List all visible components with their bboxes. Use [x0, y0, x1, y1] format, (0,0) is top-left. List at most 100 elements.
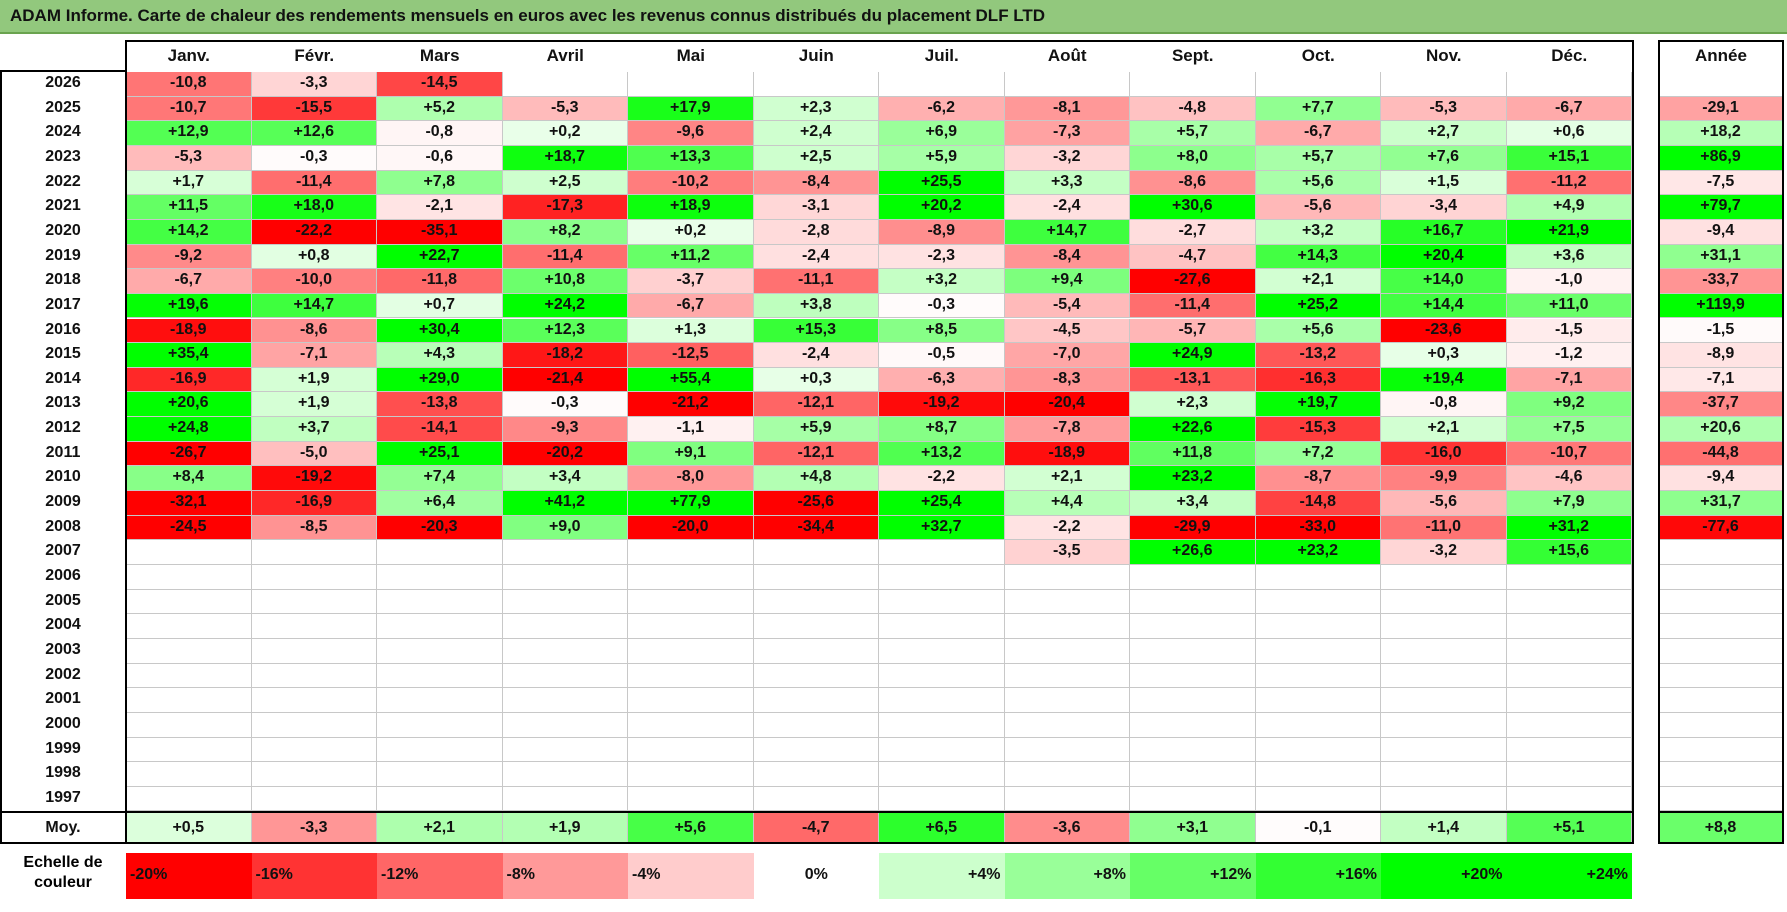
heatmap-cell: [628, 688, 754, 713]
heatmap-cell: +5,6: [1255, 318, 1381, 344]
heatmap-cell: -11,8: [377, 269, 503, 294]
heatmap-cell: +3,7: [251, 417, 377, 442]
heatmap-cell: -14,8: [1255, 491, 1381, 516]
heatmap-cell: +3,2: [879, 269, 1005, 294]
heatmap-cell: +18,7: [502, 145, 628, 171]
heatmap-cell: -21,4: [502, 367, 628, 393]
average-label: Moy.: [45, 819, 81, 836]
heatmap-cell: [879, 614, 1005, 639]
heatmap-cell: +7,4: [377, 466, 503, 492]
heatmap-cell: +5,9: [753, 417, 879, 442]
annual-cell: [1659, 712, 1783, 738]
year-label: 2021: [45, 197, 81, 215]
heatmap-cell: +18,0: [251, 195, 377, 220]
heatmap-cell: +2,7: [1381, 121, 1507, 146]
heatmap-cell: [126, 688, 252, 713]
heatmap-cell: [377, 540, 503, 565]
heatmap-cell: -5,0: [251, 441, 377, 467]
heatmap-cell: +11,0: [1506, 293, 1632, 319]
heatmap-cell: -3,2: [1004, 145, 1130, 171]
heatmap-cell: +35,4: [126, 343, 252, 368]
heatmap-cell: -33,0: [1255, 515, 1381, 541]
heatmap-cell: +5,7: [1130, 121, 1256, 146]
heatmap-cell: +5,9: [879, 145, 1005, 171]
annual-cell: -44,8: [1659, 441, 1783, 467]
heatmap-cell: [1004, 712, 1130, 738]
heatmap-cell: -4,8: [1130, 96, 1256, 122]
heatmap-cell: [1506, 663, 1632, 689]
heatmap-cell: [126, 589, 252, 615]
heatmap-cell: [502, 72, 628, 97]
month-header: Déc.: [1551, 46, 1588, 65]
heatmap-cell: +2,1: [1004, 466, 1130, 492]
heatmap-cell: -5,4: [1004, 293, 1130, 319]
heatmap-cell: -8,3: [1004, 367, 1130, 393]
heatmap-cell: -3,5: [1004, 540, 1130, 565]
heatmap-cell: +31,2: [1506, 515, 1632, 541]
annual-cell: +20,6: [1659, 417, 1783, 442]
heatmap-cell: +1,9: [251, 392, 377, 418]
heatmap-cell: +11,2: [628, 244, 754, 270]
heatmap-cell: -20,2: [502, 441, 628, 467]
heatmap-cell: [628, 540, 754, 565]
color-scale-label: Echelle de couleur: [23, 854, 103, 891]
heatmap-cell: -24,5: [126, 515, 252, 541]
heatmap-cell: -9,6: [628, 121, 754, 146]
heatmap-cell: [1255, 688, 1381, 713]
heatmap-cell: [1004, 688, 1130, 713]
heatmap-cell: +7,9: [1506, 491, 1632, 516]
heatmap-cell: -1,2: [1506, 343, 1632, 368]
heatmap-cell: +23,2: [1130, 466, 1256, 492]
heatmap-cell: [1130, 72, 1256, 97]
year-label: 2000: [45, 714, 81, 732]
heatmap-cell: [1130, 688, 1256, 713]
heatmap-cell: [628, 786, 754, 812]
annual-cell: [1659, 72, 1783, 97]
average-annual-cell: +8,8: [1659, 813, 1783, 843]
heatmap-cell: +11,5: [126, 195, 252, 220]
heatmap-cell: +9,4: [1004, 269, 1130, 294]
heatmap-cell: -8,1: [1004, 96, 1130, 122]
heatmap-cell: -16,3: [1255, 367, 1381, 393]
heatmap-cell: +16,7: [1381, 219, 1507, 245]
heatmap-cell: +20,4: [1381, 244, 1507, 270]
heatmap-cell: +1,3: [628, 318, 754, 344]
heatmap-cell: [1506, 614, 1632, 639]
heatmap-cell: +25,1: [377, 441, 503, 467]
month-header: Juin: [798, 46, 834, 65]
heatmap-cell: [1130, 712, 1256, 738]
annual-cell: +31,7: [1659, 491, 1783, 516]
heatmap-cell: -20,3: [377, 515, 503, 541]
month-header: Févr.: [294, 46, 335, 65]
heatmap-cell: +8,2: [502, 219, 628, 245]
heatmap-cell: +3,3: [1004, 170, 1130, 196]
heatmap-cell: -1,1: [628, 417, 754, 442]
heatmap-cell: [251, 712, 377, 738]
heatmap-cell: -8,0: [628, 466, 754, 492]
heatmap-cell: +4,3: [377, 343, 503, 368]
heatmap-cell: +8,0: [1130, 145, 1256, 171]
heatmap-cell: [126, 614, 252, 639]
annual-cell: [1659, 589, 1783, 615]
heatmap-cell: +2,5: [502, 170, 628, 196]
heatmap-cell: +8,4: [126, 466, 252, 492]
heatmap-cell: [251, 762, 377, 787]
heatmap-cell: +8,7: [879, 417, 1005, 442]
heatmap-cell: +13,3: [628, 145, 754, 171]
year-label: 2014: [45, 369, 81, 387]
heatmap-cell: [1255, 786, 1381, 812]
heatmap-cell: +4,8: [753, 466, 879, 492]
heatmap-cell: [753, 565, 879, 590]
heatmap-cell: -13,8: [377, 392, 503, 418]
heatmap-cell: [628, 762, 754, 787]
heatmap-cell: -3,7: [628, 269, 754, 294]
heatmap-cell: +77,9: [628, 491, 754, 516]
heatmap-cell: [1506, 589, 1632, 615]
month-header: Janv.: [167, 46, 210, 65]
heatmap-cell: -7,1: [251, 343, 377, 368]
annual-cell: [1659, 614, 1783, 639]
year-label: 2011: [45, 443, 81, 461]
heatmap-cell: [1255, 712, 1381, 738]
heatmap-cell: -11,4: [251, 170, 377, 196]
